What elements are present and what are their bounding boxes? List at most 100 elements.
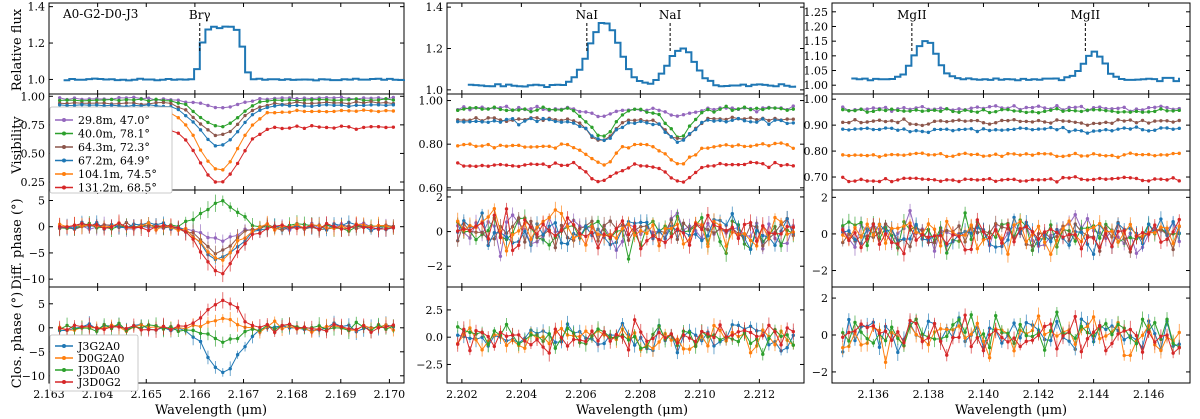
y-tick-label: 0 [436, 226, 443, 239]
legend-baseline-marker [62, 185, 66, 190]
panel-grid: 1.01.21.4Brγ0.250.500.751.00−10−505−10−5… [21, 1, 1191, 401]
series-line [59, 101, 394, 137]
x-tick-label: 2.208 [625, 388, 657, 401]
y-tick-label: 1.00 [21, 90, 46, 103]
series-line [842, 310, 1180, 352]
y-tick-label: 0.80 [419, 138, 444, 151]
series-line [457, 318, 794, 354]
flux-spectrum-line [63, 25, 405, 82]
closure-phase-series-3 [456, 314, 795, 362]
y-tick-label: 2 [821, 292, 828, 305]
series-line [842, 215, 1180, 256]
y-tick-label: 0.60 [419, 182, 444, 195]
y-tick-label: 0.90 [804, 119, 829, 132]
y-tick-label: −10 [22, 370, 45, 383]
legend-baseline-label: 40.0m, 78.1° [78, 128, 150, 141]
visibility-series-4 [841, 151, 1181, 159]
y-tick-label: 1.2 [28, 37, 46, 50]
visibility-series-3 [57, 103, 396, 148]
series-line [842, 218, 1180, 255]
y-tick-label: −2 [812, 265, 828, 278]
y-tick-label: 0 [821, 329, 828, 342]
data-point [1177, 224, 1181, 228]
visibility-series-1 [456, 104, 795, 139]
y-tick-label: 0.80 [804, 145, 829, 158]
legend-baseline-marker [62, 172, 66, 176]
row-label-flux: Relative flux [10, 8, 25, 91]
y-tick-label: −2.5 [416, 358, 443, 371]
panel-MgII-row-3: −2 0 2 2.136 2.138 2.140 2.142 2.144 2.146 [812, 286, 1191, 401]
series-line [842, 105, 1180, 112]
legend-triangle-marker [62, 368, 66, 372]
legend-baseline-label: 29.8m, 47.0° [78, 114, 150, 127]
line-marker-label: MgII [1071, 8, 1101, 22]
closure-phase-series-3 [841, 308, 1181, 362]
panel-Br-gamma-row-2: −10 −5 0 5 [22, 189, 405, 288]
axes-frame [446, 2, 805, 95]
series-line [842, 108, 1180, 114]
series-line [457, 211, 794, 251]
diff-phase-series-5 [57, 214, 396, 283]
legend-baseline-marker [62, 118, 66, 122]
visibility-series-1 [57, 97, 396, 129]
y-tick-label: 0.70 [804, 171, 829, 184]
diff-phase-series-5 [841, 212, 1181, 262]
y-tick-label: −2 [427, 260, 443, 273]
y-tick-label: 0 [38, 221, 45, 234]
x-tick-label: 2.168 [276, 388, 308, 401]
y-tick-label: 2 [436, 191, 443, 204]
series-line [842, 152, 1180, 158]
y-tick-label: 2.5 [426, 304, 444, 317]
x-tick-label: 2.144 [1078, 388, 1110, 401]
flux-spectrum-line [467, 22, 797, 88]
series-line [457, 117, 794, 143]
legend-triangle-marker [62, 356, 66, 360]
diff-phase-series-3 [456, 206, 795, 255]
y-tick-label: 1.00 [419, 95, 444, 108]
xlabel-panel-3: Wavelength (μm) [955, 403, 1067, 418]
line-marker-label: NaI [659, 8, 682, 22]
series-line [59, 221, 394, 260]
series-line [457, 208, 794, 252]
series-line [457, 215, 794, 260]
diff-phase-series-5 [456, 202, 795, 257]
y-tick-label: 0.25 [21, 176, 46, 189]
y-tick-label: 1.10 [804, 50, 829, 63]
diff-phase-series-3 [57, 215, 396, 265]
y-tick-label: 1.4 [426, 1, 444, 14]
y-tick-label: 0.75 [21, 119, 46, 132]
y-tick-label: 1.2 [426, 43, 444, 56]
legend-baseline-label: 131.2m, 68.5° [78, 182, 157, 195]
x-tick-label: 2.138 [913, 388, 945, 401]
legend-triangle-label: J3D0A0 [77, 364, 120, 377]
axes-frame [446, 286, 805, 384]
series-line [59, 321, 394, 343]
row-label-clos-phase: Clos. phase (°) [10, 292, 25, 388]
y-tick-label: 1.05 [804, 65, 829, 78]
y-tick-label: −5 [29, 346, 45, 359]
y-tick-label: 0 [38, 322, 45, 335]
legend-triangle-marker [62, 380, 66, 384]
series-line [457, 324, 794, 354]
legend-triangle-label: J3G2A0 [77, 340, 120, 353]
visibility-series-2 [841, 117, 1181, 128]
x-tick-label: 2.210 [684, 388, 716, 401]
y-tick-label: 1.15 [804, 35, 829, 48]
legend-triangle-marker [62, 344, 66, 348]
series-line [842, 220, 1180, 256]
x-axis-labels: Wavelength (μm) Wavelength (μm) Waveleng… [155, 403, 1067, 418]
y-tick-label: 0.0 [426, 331, 444, 344]
row-label-visibility: Visibility [10, 116, 25, 175]
closure-phase-series-1 [57, 311, 396, 339]
series-line [842, 126, 1180, 134]
panel-NaI-row-3: −2.5 0.0 2.5 2.202 2.204 2.206 2.208 2.210 2.212 [416, 286, 805, 401]
series-line [457, 142, 794, 166]
diff-phase-series-1 [57, 194, 396, 237]
legend-baseline-marker [62, 158, 66, 163]
panel-MgII-row-0: 1.001.05 1.10 1.15 1.201.25 MgII MgII [804, 2, 1191, 95]
y-tick-label: −5 [29, 247, 45, 260]
x-tick-label: 2.212 [744, 388, 776, 401]
x-tick-label: 2.204 [506, 388, 538, 401]
x-tick-label: 2.136 [858, 388, 890, 401]
x-tick-label: 2.167 [228, 388, 260, 401]
